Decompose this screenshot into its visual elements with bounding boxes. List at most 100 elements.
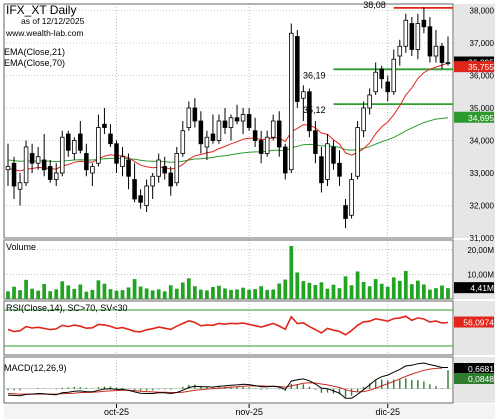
volume-bar (174, 288, 179, 299)
volume-bar (90, 289, 95, 299)
candle-body (17, 182, 23, 190)
volume-bar (428, 289, 432, 299)
badge-ema21: 35,755 (468, 62, 494, 72)
legend-ema21: EMA(Close,21) (4, 47, 65, 57)
volume-bar (331, 284, 336, 299)
volume-bar (168, 285, 173, 299)
candle-body (59, 136, 65, 174)
candle-body (391, 58, 397, 93)
candle-body (222, 120, 228, 128)
panel-macd (3, 356, 454, 404)
volume-bar (385, 286, 390, 299)
volume-bar (247, 289, 251, 299)
volume-tick-label: 10,00M (467, 270, 494, 279)
volume-bar (12, 286, 16, 299)
volume-bar (373, 279, 378, 299)
candle-body (276, 120, 282, 148)
badge-rsi-bg (454, 316, 494, 328)
volume-bar (6, 291, 10, 299)
candle-body (126, 159, 131, 177)
volume-bar (102, 283, 107, 299)
volume-bar (313, 284, 318, 299)
candle-body (445, 62, 451, 64)
volume-bar (391, 277, 396, 299)
volume-bar (301, 281, 306, 299)
candle-body (264, 136, 270, 154)
candle-body (29, 153, 35, 164)
price-tick-label: 31,000 (470, 234, 495, 243)
price-tick-label: 36,000 (470, 72, 495, 81)
candle-body (313, 130, 318, 154)
volume-bar (36, 290, 41, 299)
volume-bar (434, 288, 438, 299)
candle-body (415, 23, 421, 50)
level-label: 38,08 (363, 0, 386, 10)
candle-body (53, 172, 59, 180)
candle-body (23, 146, 29, 184)
volume-bar (355, 271, 360, 299)
candle-body (246, 114, 252, 128)
candle-body (258, 140, 264, 154)
volume-bar (403, 270, 408, 299)
candle-body (114, 143, 119, 164)
volume-bar (108, 289, 113, 299)
candle-body (319, 156, 324, 184)
volume-bar (271, 289, 276, 299)
badge-signal: 0,0848 (468, 374, 494, 384)
candle-body (11, 162, 17, 187)
volume-bar (343, 276, 348, 299)
candle-body (84, 153, 89, 171)
candle-body (361, 107, 366, 132)
panel-vol (3, 239, 454, 300)
macd-label: MACD(12,26,9) (4, 363, 67, 373)
candle-body (180, 130, 186, 154)
volume-bar (319, 282, 324, 299)
candle-body (252, 130, 258, 141)
volume-bar (295, 272, 300, 299)
candle-body (282, 146, 288, 174)
volume-bar (186, 278, 191, 299)
volume-bar (325, 288, 330, 299)
volume-bar (277, 283, 282, 299)
volume-bar (422, 284, 426, 299)
volume-bar (126, 287, 131, 299)
volume-bar (446, 288, 450, 299)
candle-body (156, 159, 161, 177)
candle-body (144, 185, 149, 206)
candle-body (96, 127, 101, 164)
candle-body (132, 179, 137, 200)
volume-bar (30, 288, 34, 299)
chart-subtitle: as of 12/12/2025 (21, 16, 85, 26)
x-tick-label: dic-25 (375, 407, 400, 417)
volume-bar (289, 245, 294, 299)
volume-bar (415, 280, 420, 299)
volume-bar (349, 285, 354, 299)
volume-bar (229, 289, 233, 299)
macd-signal-line (7, 367, 443, 395)
price-tick-label: 35,000 (470, 104, 495, 113)
ema21-line (7, 62, 449, 172)
candle-body (78, 133, 83, 151)
badge-volume: 4,41M (470, 283, 494, 293)
candle-body (325, 143, 330, 180)
volume-bar (180, 282, 185, 299)
volume-bar (205, 290, 209, 299)
volume-bar (265, 289, 270, 299)
candle-body (301, 91, 306, 99)
candle-body (307, 91, 312, 132)
level-label: 35,12 (303, 105, 326, 115)
candle-body (385, 81, 390, 93)
volume-bar (235, 289, 239, 299)
candle-body (102, 123, 107, 128)
volume-bar (397, 280, 402, 299)
candle-body (421, 19, 427, 28)
candle-body (90, 166, 95, 174)
volume-bar (138, 286, 143, 299)
candle-body (337, 162, 342, 177)
volume-bar (156, 289, 161, 299)
candle-body (433, 45, 439, 57)
candle-body (150, 175, 155, 187)
badge-volume-bg (454, 282, 494, 294)
axis-strip-rsi (454, 301, 495, 355)
